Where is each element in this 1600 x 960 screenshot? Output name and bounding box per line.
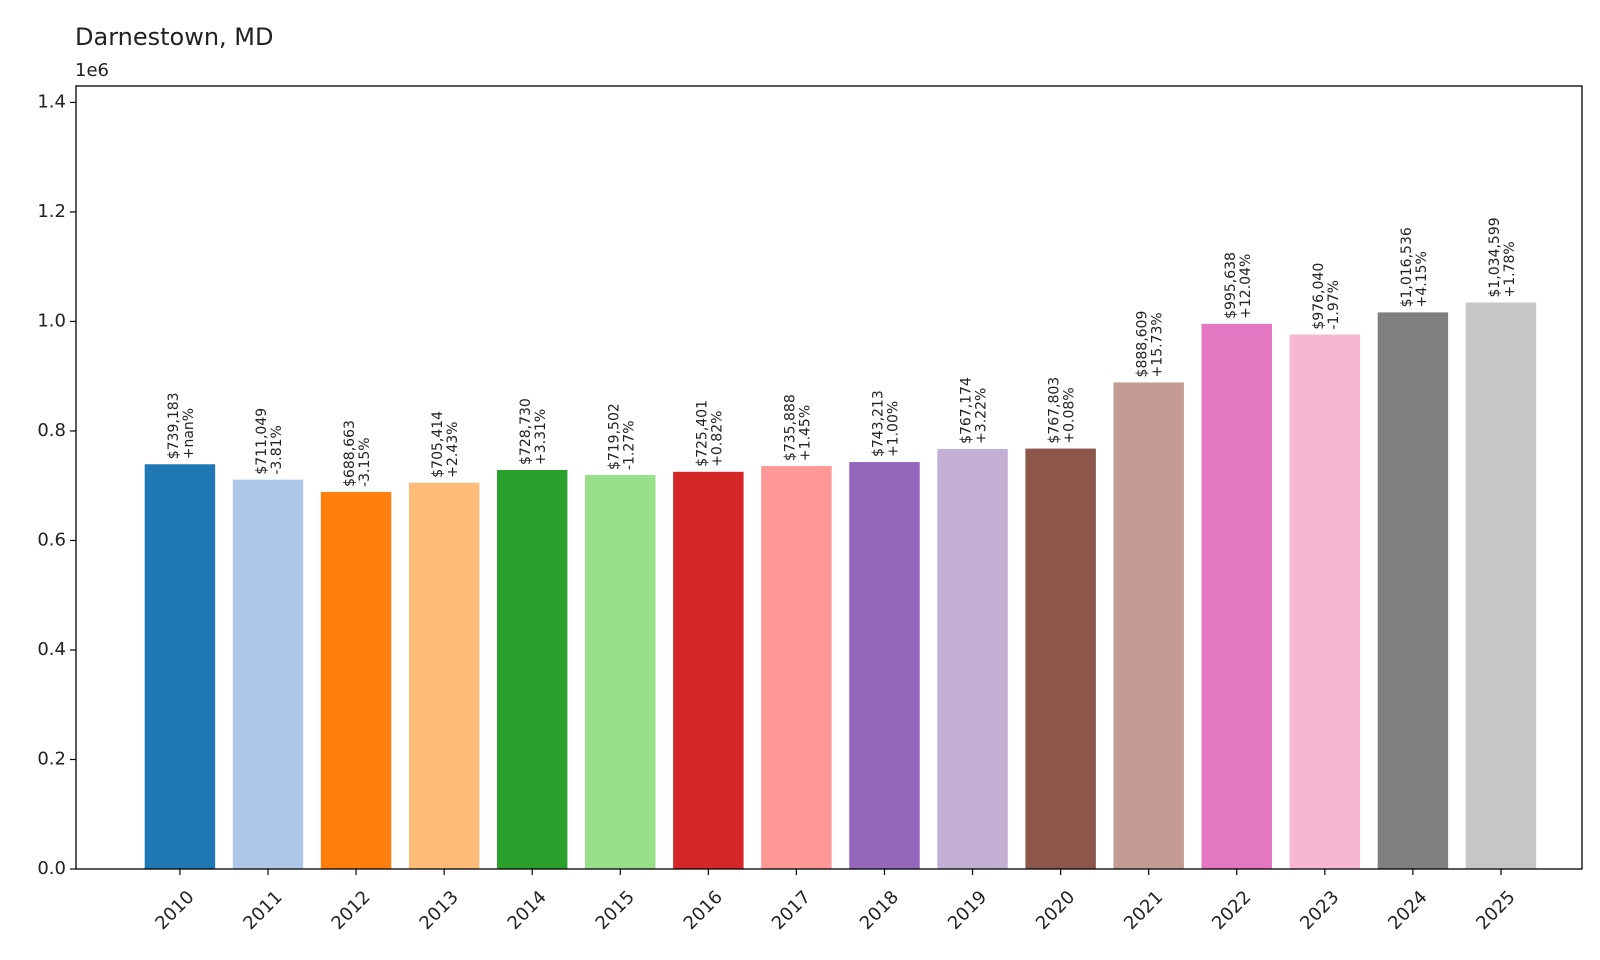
x-tick-label-2024: 2024 [1384,887,1431,934]
data-label-2013: $705,414+2.43% [430,411,461,478]
value-labels-layer: $739,183+nan% $711,049-3.81% $688,663-3.15… [166,217,1518,487]
x-tick-label-2013: 2013 [415,887,462,934]
x-tick-label-2015: 2015 [592,887,639,934]
bar-2016 [673,471,744,869]
x-tick-label-2025: 2025 [1472,887,1519,934]
x-tick-label-2020: 2020 [1032,887,1079,934]
y-tick-label: 1.2 [37,201,66,222]
x-tick-label-2017: 2017 [768,887,815,934]
bar-2015 [585,475,656,869]
bar-2021 [1113,382,1184,869]
x-tick-label-2023: 2023 [1296,887,1343,934]
x-tick-label-2016: 2016 [680,887,727,934]
bars-layer [144,302,1537,870]
data-label-2016: $725,401+0.82% [694,400,725,467]
data-label-2018: $743,213+1.00% [870,390,901,457]
bar-2020 [1025,448,1096,869]
data-label-2019: $767,174+3.22% [959,377,990,444]
y-tick-label: 1.0 [37,310,66,331]
x-tick-label-2010: 2010 [151,887,198,934]
bar-2018 [849,462,920,869]
y-tick-label: 0.4 [37,639,66,660]
data-label-2015: $719,502-1.27% [606,403,637,470]
x-tick-label-2011: 2011 [239,887,286,934]
bar-2014 [496,469,568,869]
data-label-2020: $767,803+0.08% [1047,377,1078,444]
data-label-2025: $1,034,599+1.78% [1487,217,1518,297]
data-label-2021: $888,609+15.73% [1135,311,1166,378]
data-label-2017: $735,888+1.45% [782,394,813,461]
bar-2024 [1377,312,1449,870]
data-label-2022: $995,638+12.04% [1223,252,1254,319]
bar-2019 [937,448,1008,869]
bar-2025 [1465,302,1537,869]
plot-frame [75,85,1583,870]
data-label-2011: $711,049-3.81% [254,408,285,475]
x-tick-label-2022: 2022 [1208,887,1255,934]
data-label-2010: $739,183+nan% [166,392,197,459]
data-label-2024: $1,016,536+4.15% [1399,227,1430,307]
x-tick-label-2018: 2018 [856,887,903,934]
y-tick-label: 1.4 [37,91,66,112]
chart-title: Darnestown, MD [75,23,274,51]
data-label-2023: $976,040-1.97% [1311,263,1342,330]
y-tick-label: 0.8 [37,420,66,441]
x-tick-label-2019: 2019 [944,887,991,934]
y-axis-offset-label: 1e6 [75,60,109,81]
bar-2011 [232,479,304,869]
y-tick-label: 0.6 [37,529,66,550]
bar-2010 [144,464,216,869]
bar-2017 [761,466,832,869]
y-tick-label: 0.0 [37,858,66,879]
x-tick-label-2014: 2014 [504,887,551,934]
y-tick-label: 0.2 [37,748,66,769]
bar-2023 [1289,334,1361,869]
bar-2012 [320,491,392,869]
x-tick-label-2021: 2021 [1120,887,1167,934]
bar-2013 [408,482,480,869]
x-tick-label-2012: 2012 [327,887,374,934]
data-label-2014: $728,730+3.31% [518,398,549,465]
bar-2022 [1201,323,1272,870]
data-label-2012: $688,663-3.15% [342,420,373,487]
